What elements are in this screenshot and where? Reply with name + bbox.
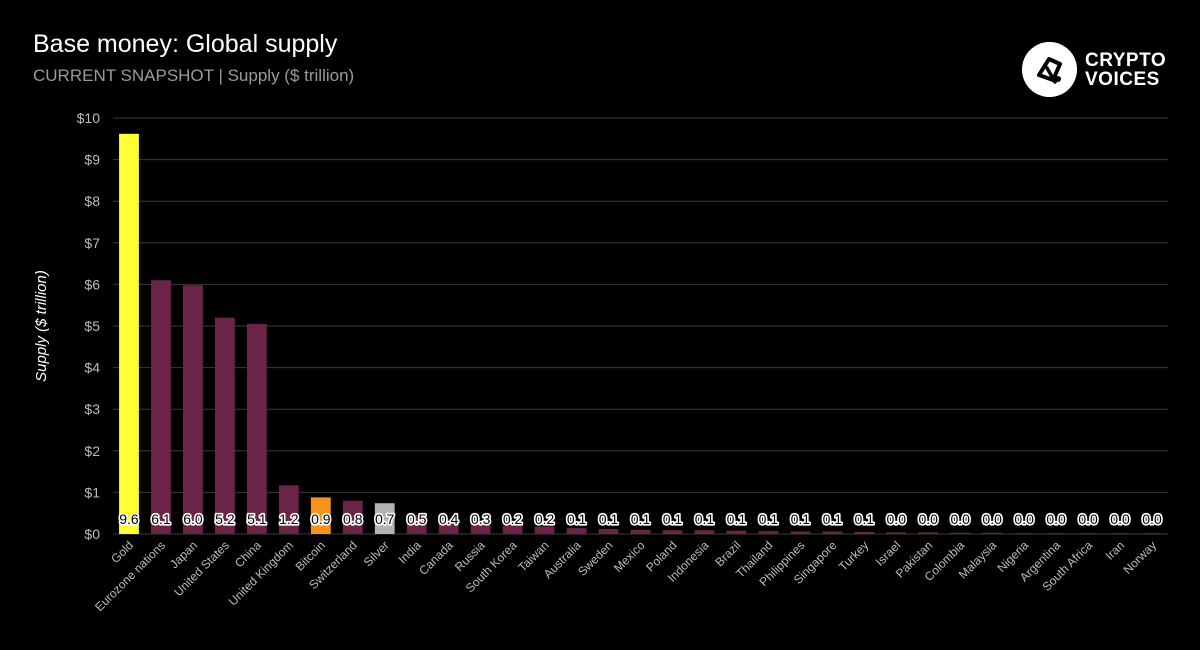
bar-south-korea — [502, 525, 523, 534]
y-tick-label: $3 — [84, 401, 100, 417]
bar-israel — [886, 532, 907, 534]
data-label: 0.1 — [631, 511, 651, 527]
bar-pakistan — [918, 532, 939, 534]
x-tick-label: Turkey — [836, 538, 872, 574]
bar-taiwan — [534, 526, 555, 534]
logo-line-1: CRYPTO — [1085, 49, 1167, 71]
bar-russia — [470, 521, 491, 534]
x-tick-label: Iran — [1103, 538, 1128, 563]
data-label: 0.1 — [599, 511, 619, 527]
y-tick-label: $6 — [84, 276, 100, 292]
data-label: 0.7 — [375, 511, 395, 527]
data-label: 5.2 — [215, 511, 235, 527]
chart-subtitle: CURRENT SNAPSHOT | Supply ($ trillion) — [33, 66, 355, 85]
data-label: 0.0 — [1014, 511, 1034, 527]
bar-australia — [566, 528, 587, 534]
data-label: 0.1 — [791, 511, 811, 527]
bar-brazil — [726, 530, 747, 534]
data-label: 0.8 — [343, 511, 363, 527]
bar-philippines — [790, 531, 811, 534]
logo-line-2: VOICES — [1085, 68, 1160, 90]
data-label: 0.1 — [759, 511, 779, 527]
data-label: 0.2 — [503, 511, 523, 527]
bar-switzerland — [342, 500, 363, 534]
bar-mexico — [630, 529, 651, 534]
bar-eurozone-nations — [151, 280, 171, 534]
y-tick-label: $5 — [84, 318, 100, 334]
data-label: 0.5 — [407, 511, 427, 527]
y-axis-label: Supply ($ trillion) — [33, 270, 50, 382]
bar-iran — [1110, 533, 1130, 534]
bar-singapore — [822, 531, 843, 534]
data-label: 0.0 — [918, 511, 938, 527]
bar-nigeria — [1014, 533, 1035, 534]
crypto-voices-logo-icon — [1022, 42, 1077, 97]
data-label: 0.1 — [727, 511, 747, 527]
logo-wordmark: CRYPTO VOICES — [1085, 51, 1166, 89]
data-label: 0.3 — [471, 511, 491, 527]
bar-indonesia — [694, 530, 715, 534]
data-label: 0.1 — [695, 511, 715, 527]
bar-turkey — [854, 531, 875, 534]
y-tick-label: $9 — [84, 152, 100, 168]
data-label: 0.1 — [567, 511, 587, 527]
chart-title: Base money: Global supply — [33, 30, 338, 58]
bar-norway — [1142, 533, 1162, 534]
bar-argentina — [1046, 533, 1067, 534]
y-tick-label: $8 — [84, 193, 100, 209]
data-label: 6.0 — [183, 511, 203, 527]
data-label: 0.0 — [887, 511, 907, 527]
data-label: 5.1 — [247, 511, 267, 527]
y-tick-label: $1 — [84, 484, 100, 500]
x-tick-label: Sweden — [575, 538, 616, 579]
x-tick-label: Norway — [1120, 538, 1159, 577]
data-label: 1.2 — [279, 511, 299, 527]
bar-united-kingdom — [278, 485, 299, 534]
bar-colombia — [950, 532, 971, 534]
data-label: 6.1 — [151, 511, 171, 527]
data-label: 0.4 — [439, 511, 459, 527]
y-tick-label: $2 — [84, 443, 100, 459]
data-label: 0.0 — [1078, 511, 1098, 527]
bar-poland — [662, 530, 683, 534]
x-tick-label: Silver — [361, 538, 392, 569]
bar-united-states — [214, 317, 235, 534]
x-tick-label: Gold — [108, 538, 136, 566]
bar-canada — [438, 519, 459, 534]
data-label: 0.0 — [982, 511, 1002, 527]
bar-thailand — [758, 531, 779, 534]
bar-malaysia — [982, 532, 1003, 534]
bar-india — [406, 515, 427, 534]
brand-logo: CRYPTO VOICES — [1022, 42, 1166, 97]
y-tick-label: $4 — [84, 360, 100, 376]
y-tick-label: $0 — [84, 526, 100, 542]
data-label: 0.0 — [950, 511, 970, 527]
bar-sweden — [598, 529, 619, 534]
data-label: 0.1 — [823, 511, 843, 527]
data-label: 9.6 — [119, 511, 139, 527]
bar-bitcoin — [310, 497, 331, 534]
data-label: 0.2 — [535, 511, 555, 527]
data-label: 0.1 — [663, 511, 683, 527]
x-tick-label: India — [396, 538, 425, 567]
bar-japan — [183, 285, 203, 534]
bar-gold — [119, 133, 139, 535]
x-tick-label: Mexico — [611, 538, 648, 575]
bar-silver — [374, 503, 395, 534]
data-label: 0.0 — [1046, 511, 1066, 527]
bar-china — [246, 323, 267, 534]
bar-south-africa — [1078, 533, 1098, 534]
x-tick-label: Canada — [416, 538, 456, 578]
data-label: 0.0 — [1110, 511, 1130, 527]
y-tick-label: $10 — [77, 110, 101, 126]
y-tick-label: $7 — [84, 235, 100, 251]
data-label: 0.0 — [1142, 511, 1162, 527]
data-label: 0.1 — [855, 511, 875, 527]
data-label: 0.9 — [311, 511, 331, 527]
